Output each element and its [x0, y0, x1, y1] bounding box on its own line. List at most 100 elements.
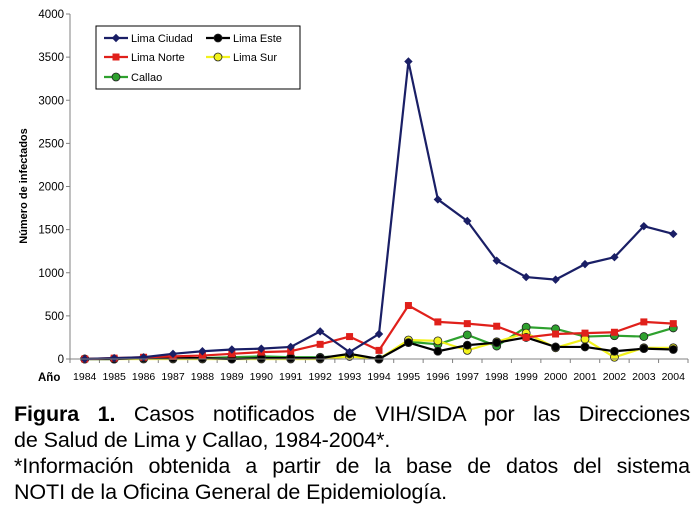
y-axis-ticks: 0 500 1000 1500 2000 2500 3000 3500 4000 [38, 9, 70, 366]
y-tick-label: 0 [58, 354, 64, 366]
series-layer [80, 57, 678, 364]
x-tick-label: 1990 [250, 371, 274, 383]
data-point-lima-norte [640, 318, 648, 326]
y-tick-label: 2500 [38, 138, 64, 150]
data-point-lima-ciudad [639, 221, 649, 231]
legend-item-lima-norte: Lima Norte [104, 52, 185, 64]
data-point-lima-ciudad [404, 57, 413, 66]
axes [69, 14, 688, 360]
data-point-lima-norte [581, 329, 589, 337]
data-point-lima-ciudad [521, 272, 531, 282]
y-tick-label: 500 [45, 311, 64, 323]
data-point-lima-ciudad [227, 345, 237, 354]
x-tick-label: 1993 [338, 371, 362, 383]
data-point-lima-este [639, 344, 649, 354]
legend-marker-lima-norte [112, 53, 120, 61]
legend: Lima Ciudad Lima Este Lima Norte Lima Sur Ca… [95, 25, 301, 90]
x-tick-label: 1992 [308, 371, 332, 383]
data-point-lima-ciudad [345, 347, 354, 357]
x-tick-label: 2004 [662, 371, 686, 383]
x-tick-label: 1996 [426, 371, 450, 383]
x-tick-label: 1988 [191, 371, 215, 383]
y-tick-label: 1000 [38, 268, 64, 280]
data-point-lima-norte [522, 333, 530, 341]
data-point-lima-este [492, 338, 502, 348]
y-tick-label: 1500 [38, 225, 64, 237]
x-tick-label: 2002 [603, 371, 627, 383]
data-point-lima-ciudad [315, 327, 325, 336]
legend-label-callao: Callao [131, 72, 162, 84]
x-tick-label: 1991 [279, 371, 303, 383]
data-point-lima-norte [552, 330, 560, 338]
data-point-lima-norte [404, 302, 412, 310]
caption-line-1: Figura 1. Casos notificados de VIH/SIDA … [14, 401, 690, 427]
data-point-lima-ciudad [374, 329, 384, 339]
x-tick-label: 1984 [73, 371, 97, 383]
x-tick-label: 1989 [220, 371, 244, 383]
legend-label-lima-este: Lima Este [233, 33, 282, 45]
legend-label-lima-ciudad: Lima Ciudad [131, 33, 193, 45]
data-point-lima-ciudad [669, 229, 678, 239]
caption-line-4: NOTI de la Oficina General de Epidemiolo… [14, 480, 447, 504]
data-point-lima-norte [316, 340, 324, 348]
data-point-lima-ciudad [492, 256, 501, 265]
data-point-lima-este [286, 353, 296, 363]
data-point-lima-ciudad [580, 259, 590, 269]
series-line-lima-ciudad [84, 60, 674, 361]
data-point-lima-ciudad [286, 342, 295, 352]
data-point-lima-norte [375, 346, 383, 354]
data-point-lima-ciudad [433, 195, 443, 204]
x-tick-label: 2001 [573, 371, 597, 383]
y-tick-label: 3500 [38, 52, 64, 64]
x-tick-label: 1994 [367, 371, 391, 383]
data-point-lima-ciudad [168, 349, 178, 359]
x-tick-label: 1995 [397, 371, 421, 383]
x-tick-label: 1986 [132, 371, 156, 383]
y-axis-label: Número de infectados [18, 128, 30, 244]
figure-caption: Figura 1. Casos notificados de VIH/SIDA … [14, 401, 690, 505]
x-tick-label: 1999 [514, 371, 538, 383]
data-point-lima-norte [610, 328, 618, 336]
legend-marker-lima-ciudad [111, 33, 121, 43]
data-point-lima-norte [346, 333, 354, 341]
data-point-callao [639, 332, 649, 341]
x-tick-label: 1998 [485, 371, 509, 383]
data-point-lima-ciudad [463, 216, 472, 226]
data-point-lima-norte [463, 320, 471, 328]
data-point-lima-ciudad [198, 347, 207, 356]
data-point-lima-este [580, 342, 590, 352]
data-point-lima-este [610, 346, 619, 356]
y-tick-label: 3000 [38, 95, 64, 107]
data-point-lima-este [551, 342, 560, 352]
legend-label-lima-sur: Lima Sur [233, 52, 277, 64]
x-axis-label: Año [38, 372, 60, 384]
data-point-lima-sur [433, 336, 443, 346]
data-point-lima-ciudad [109, 353, 119, 363]
legend-item-lima-este: Lima Este [206, 33, 282, 45]
x-tick-label: 1997 [456, 371, 480, 383]
legend-item-lima-sur: Lima Sur [206, 52, 277, 64]
x-tick-label: 2003 [632, 371, 656, 383]
data-point-lima-norte [669, 320, 677, 328]
legend-marker-callao [111, 72, 121, 82]
data-point-lima-este [404, 338, 413, 348]
legend-item-lima-ciudad: Lima Ciudad [104, 33, 193, 45]
data-point-lima-este [433, 346, 443, 356]
legend-item-callao: Callao [104, 72, 162, 84]
data-point-lima-norte [493, 322, 501, 330]
caption-text-1: Casos notificados de VIH/SIDA por las Di… [133, 402, 690, 426]
data-point-lima-ciudad [610, 253, 619, 262]
x-tick-label: 1985 [102, 371, 126, 383]
data-point-lima-este [668, 345, 678, 354]
data-point-lima-ciudad [551, 275, 560, 284]
data-point-lima-este [315, 353, 325, 363]
x-tick-label: 2000 [544, 371, 568, 383]
legend-label-lima-norte: Lima Norte [131, 52, 185, 64]
data-point-lima-este [462, 340, 472, 350]
series-lima-ciudad [80, 57, 678, 364]
legend-marker-lima-sur [213, 52, 223, 62]
caption-line-3: *Información obtenida a partir de la bas… [14, 454, 690, 478]
legend-box [95, 25, 301, 90]
y-tick-label: 2000 [38, 182, 64, 194]
